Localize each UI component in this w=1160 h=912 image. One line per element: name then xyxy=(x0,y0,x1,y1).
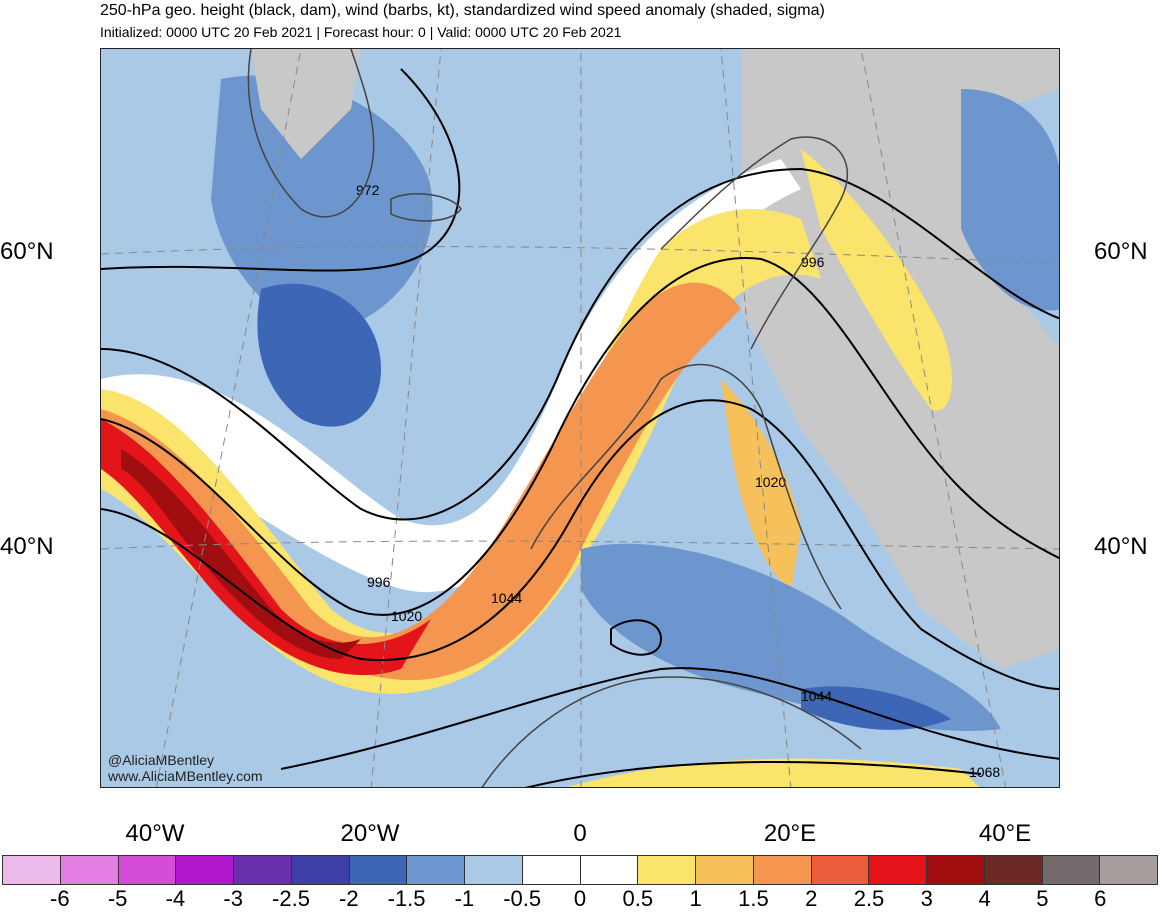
chart-subtitle: Initialized: 0000 UTC 20 Feb 2021 | Fore… xyxy=(100,24,622,40)
lat-line-40n xyxy=(101,540,1059,550)
graticule xyxy=(101,49,1059,787)
shade-blue-russia xyxy=(961,89,1059,311)
colorbar-swatch xyxy=(234,856,292,884)
colorbar-tick-label: -5 xyxy=(107,886,128,911)
anomaly-shading xyxy=(101,49,1059,787)
lon-line-20e xyxy=(720,49,792,787)
lon-label-20e: 20°E xyxy=(763,820,817,847)
colorbar-tick-label: -2.5 xyxy=(272,886,310,911)
coast-greenland xyxy=(247,49,375,218)
contour-972 xyxy=(101,68,461,272)
shade-gray-greenland xyxy=(251,49,361,159)
colorbar-swatch xyxy=(291,856,350,884)
shade-yellow-europe xyxy=(721,379,801,589)
chart-title: 250-hPa geo. height (black, dam), wind (… xyxy=(100,2,825,19)
contour-label: 972 xyxy=(356,182,380,198)
map-panel: 972 996 996 1020 1020 1044 1044 1068 xyxy=(100,48,1060,788)
colorbar-tick-label: -1 xyxy=(454,886,475,911)
coast-scandinavia xyxy=(660,136,848,350)
colorbar-tick-label: -6 xyxy=(50,886,70,911)
shade-darkred-core xyxy=(121,449,361,659)
colorbar-tick-label: 4 xyxy=(978,886,991,911)
lon-label-20w: 20°W xyxy=(340,820,400,847)
colorbar-swatch xyxy=(869,856,927,884)
colorbar-swatch xyxy=(1100,856,1157,884)
shade-yellow-russia xyxy=(801,149,952,411)
contour-label: 1068 xyxy=(969,764,1000,780)
colorbar-swatch xyxy=(927,856,985,884)
contour-996 xyxy=(101,167,1059,521)
colorbar-tick-label: 0 xyxy=(573,886,587,911)
colorbar-tick-label: 0.5 xyxy=(622,886,654,911)
colorbar-swatch xyxy=(696,856,754,884)
colorbar-swatch xyxy=(407,856,465,884)
colorbar-tick-label: 3 xyxy=(920,886,933,911)
colorbar-swatch xyxy=(3,856,61,884)
lat-line-60n xyxy=(101,246,1059,265)
coast-africa xyxy=(481,676,862,787)
coast-europe xyxy=(530,363,842,610)
contour-1068b xyxy=(525,761,982,787)
colorbar-tick-label: 5 xyxy=(1036,886,1049,911)
colorbar-tick-label: 6 xyxy=(1094,886,1107,911)
colorbar-tick-label: 1 xyxy=(689,886,702,911)
contour-1020 xyxy=(101,257,1059,616)
colorbar-swatch xyxy=(811,856,870,884)
contour-label-group: 972 996 996 1020 1020 1044 1044 1068 xyxy=(356,182,1000,780)
lon-label-40w: 40°W xyxy=(125,820,185,847)
coastlines xyxy=(247,49,862,787)
colorbar-swatch xyxy=(638,856,696,884)
colorbar-tick-label: 1.5 xyxy=(738,886,769,911)
colorbar-swatch xyxy=(118,856,177,884)
colorbar-swatch xyxy=(984,856,1043,884)
colorbar-swatch xyxy=(465,856,523,884)
contour-label: 1020 xyxy=(755,474,786,490)
lat-label-40n-right: 40°N xyxy=(1094,533,1148,560)
colorbar-tick-label: -1.5 xyxy=(387,886,426,911)
colorbar-tick-label: -0.5 xyxy=(503,886,542,911)
colorbar xyxy=(2,855,1158,885)
colorbar-swatch xyxy=(60,856,119,884)
shade-blue-med xyxy=(581,543,1001,731)
lat-label-60n-right: 60°N xyxy=(1094,238,1148,265)
colorbar-swatch xyxy=(522,856,581,884)
colorbar-swatch xyxy=(1042,856,1101,884)
shade-darkblue-atlantic xyxy=(257,283,381,427)
credit-handle: @AliciaMBentley xyxy=(108,752,215,768)
colorbar-swatch xyxy=(176,856,234,884)
contour-label: 1044 xyxy=(801,688,832,704)
colorbar-swatch xyxy=(580,856,639,884)
contour-label: 1044 xyxy=(491,590,522,606)
contour-1068 xyxy=(280,667,1059,770)
contour-label: 1020 xyxy=(391,608,422,624)
map-canvas: 972 996 996 1020 1020 1044 1044 1068 xyxy=(101,49,1059,787)
lon-line-20w xyxy=(370,49,442,787)
colorbar-tick-label: -4 xyxy=(165,886,186,911)
lon-label-40e: 40°E xyxy=(978,820,1032,847)
colorbar-swatch xyxy=(753,856,812,884)
height-contours xyxy=(101,68,1059,787)
colorbar-swatch xyxy=(349,856,408,884)
colorbar-tick-label: 2.5 xyxy=(853,886,885,911)
shade-darkblue-med xyxy=(801,686,951,730)
colorbar-tick-label: 2 xyxy=(805,886,818,911)
lon-label-0: 0 xyxy=(573,820,587,847)
shade-orange-jet xyxy=(101,282,741,681)
colorbar-tick-label: -2 xyxy=(339,886,359,911)
credit-url: www.AliciaMBentley.com xyxy=(108,768,263,784)
contour-low-med xyxy=(610,619,663,656)
lat-label-60n: 60°N xyxy=(0,238,54,265)
shade-white-corridor xyxy=(101,159,801,593)
contour-label: 996 xyxy=(801,254,825,270)
coast-iceland xyxy=(390,193,462,222)
lat-label-40n: 40°N xyxy=(0,533,54,560)
contour-label: 996 xyxy=(367,574,391,590)
shade-yellow-south xyxy=(568,758,979,787)
colorbar-tick-label: -3 xyxy=(223,886,243,911)
contour-1044 xyxy=(101,399,1059,690)
shade-blue-greenland xyxy=(211,75,433,330)
